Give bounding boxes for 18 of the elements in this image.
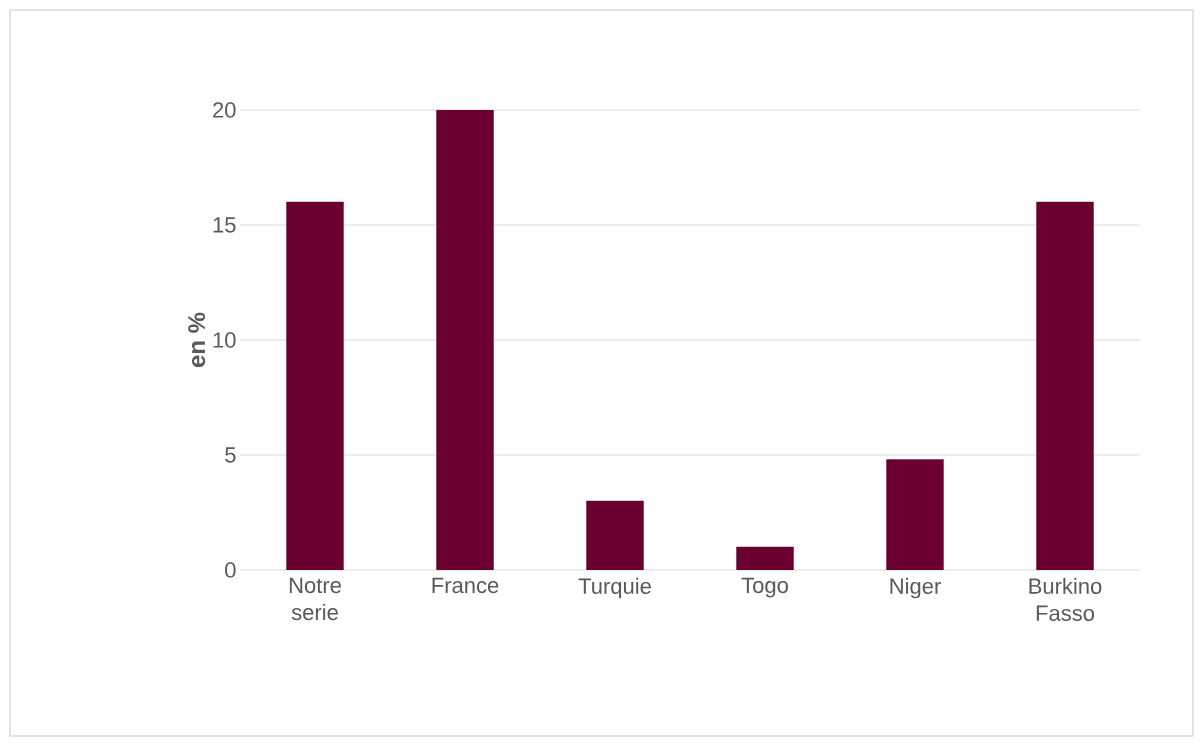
y-tick-label: 5	[225, 447, 236, 463]
bar	[1036, 201, 1094, 570]
x-tick-label: Turquie	[578, 577, 651, 599]
bar	[886, 459, 944, 570]
x-tick-label: Burkino Fasso	[1029, 577, 1102, 621]
bar	[586, 500, 644, 570]
y-tick-label: 10	[213, 332, 236, 348]
x-tick-label: Togo	[741, 577, 788, 598]
y-tick-label: 20	[213, 102, 236, 118]
y-tick-label: 0	[225, 562, 236, 578]
y-tick-label: 15	[213, 217, 236, 233]
x-tick-label: France	[432, 577, 499, 594]
bar	[286, 201, 344, 570]
x-tick-label: Niger	[890, 577, 941, 599]
bar	[736, 546, 794, 570]
x-tick-label: Notre serie	[289, 577, 341, 621]
bar	[436, 109, 494, 570]
y-axis-title: en %	[188, 312, 206, 368]
